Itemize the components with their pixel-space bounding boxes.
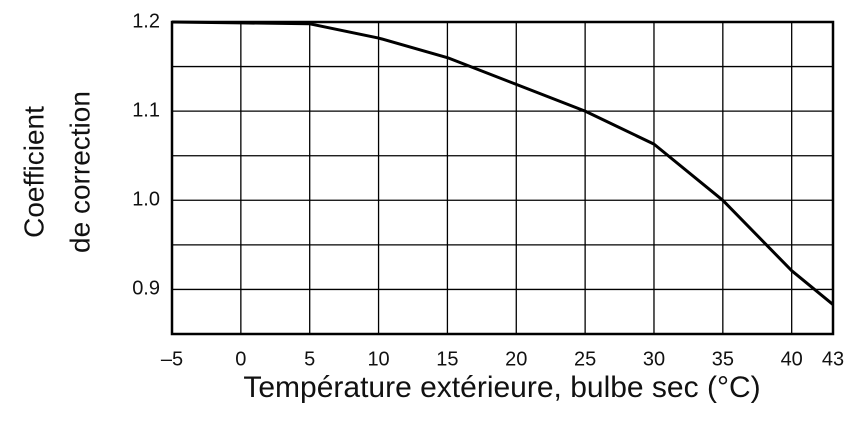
x-tick-label: 25 — [574, 348, 596, 370]
x-tick-label: 40 — [781, 348, 803, 370]
y-axis-label: Coefficient — [18, 106, 49, 238]
x-tick-label: 30 — [643, 348, 665, 370]
y-tick-label: 0.9 — [132, 278, 160, 300]
x-tick-label: 5 — [304, 348, 315, 370]
x-tick-label: 20 — [505, 348, 527, 370]
y-tick-label: 1.2 — [132, 10, 160, 32]
y-tick-label: 1.0 — [132, 189, 160, 211]
x-tick-label: 35 — [712, 348, 734, 370]
series-line — [171, 20, 834, 306]
y-tick-label: 1.1 — [132, 99, 160, 121]
x-tick-label: –5 — [161, 348, 183, 370]
x-axis-label: Température extérieure, bulbe sec (°C) — [243, 371, 760, 404]
x-tick-label: 43 — [822, 348, 844, 370]
y-axis-label: de correction — [64, 91, 95, 253]
x-tick-label: 10 — [367, 348, 389, 370]
plot-frame — [170, 20, 835, 336]
x-tick-label: 15 — [436, 348, 458, 370]
x-tick-label: 0 — [235, 348, 246, 370]
